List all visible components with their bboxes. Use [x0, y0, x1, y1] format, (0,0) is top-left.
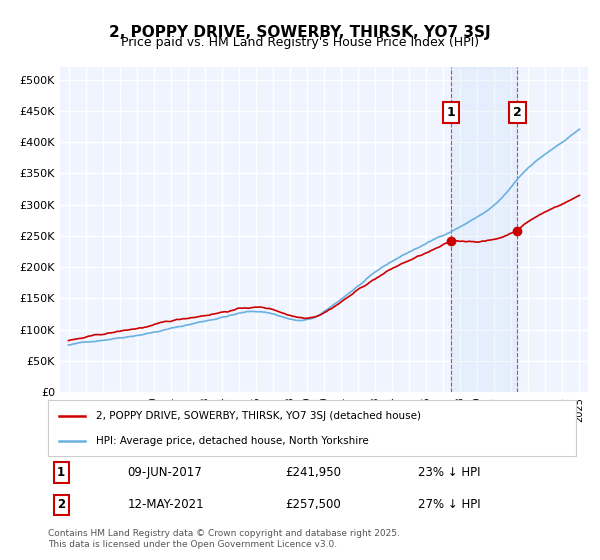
Text: 2: 2: [57, 498, 65, 511]
Text: 1: 1: [57, 466, 65, 479]
Text: HPI: Average price, detached house, North Yorkshire: HPI: Average price, detached house, Nort…: [95, 436, 368, 446]
Text: 09-JUN-2017: 09-JUN-2017: [127, 466, 202, 479]
Text: £257,500: £257,500: [286, 498, 341, 511]
Bar: [451, 67, 517, 392]
Text: Price paid vs. HM Land Registry's House Price Index (HPI): Price paid vs. HM Land Registry's House …: [121, 36, 479, 49]
Text: 2, POPPY DRIVE, SOWERBY, THIRSK, YO7 3SJ (detached house): 2, POPPY DRIVE, SOWERBY, THIRSK, YO7 3SJ…: [95, 411, 421, 421]
Text: 1: 1: [446, 106, 455, 119]
Text: 23% ↓ HPI: 23% ↓ HPI: [418, 466, 480, 479]
Text: 2: 2: [513, 106, 522, 119]
Text: 12-MAY-2021: 12-MAY-2021: [127, 498, 204, 511]
Text: Contains HM Land Registry data © Crown copyright and database right 2025.
This d: Contains HM Land Registry data © Crown c…: [48, 529, 400, 549]
Text: 2, POPPY DRIVE, SOWERBY, THIRSK, YO7 3SJ: 2, POPPY DRIVE, SOWERBY, THIRSK, YO7 3SJ: [109, 25, 491, 40]
Text: 27% ↓ HPI: 27% ↓ HPI: [418, 498, 480, 511]
Text: £241,950: £241,950: [286, 466, 341, 479]
